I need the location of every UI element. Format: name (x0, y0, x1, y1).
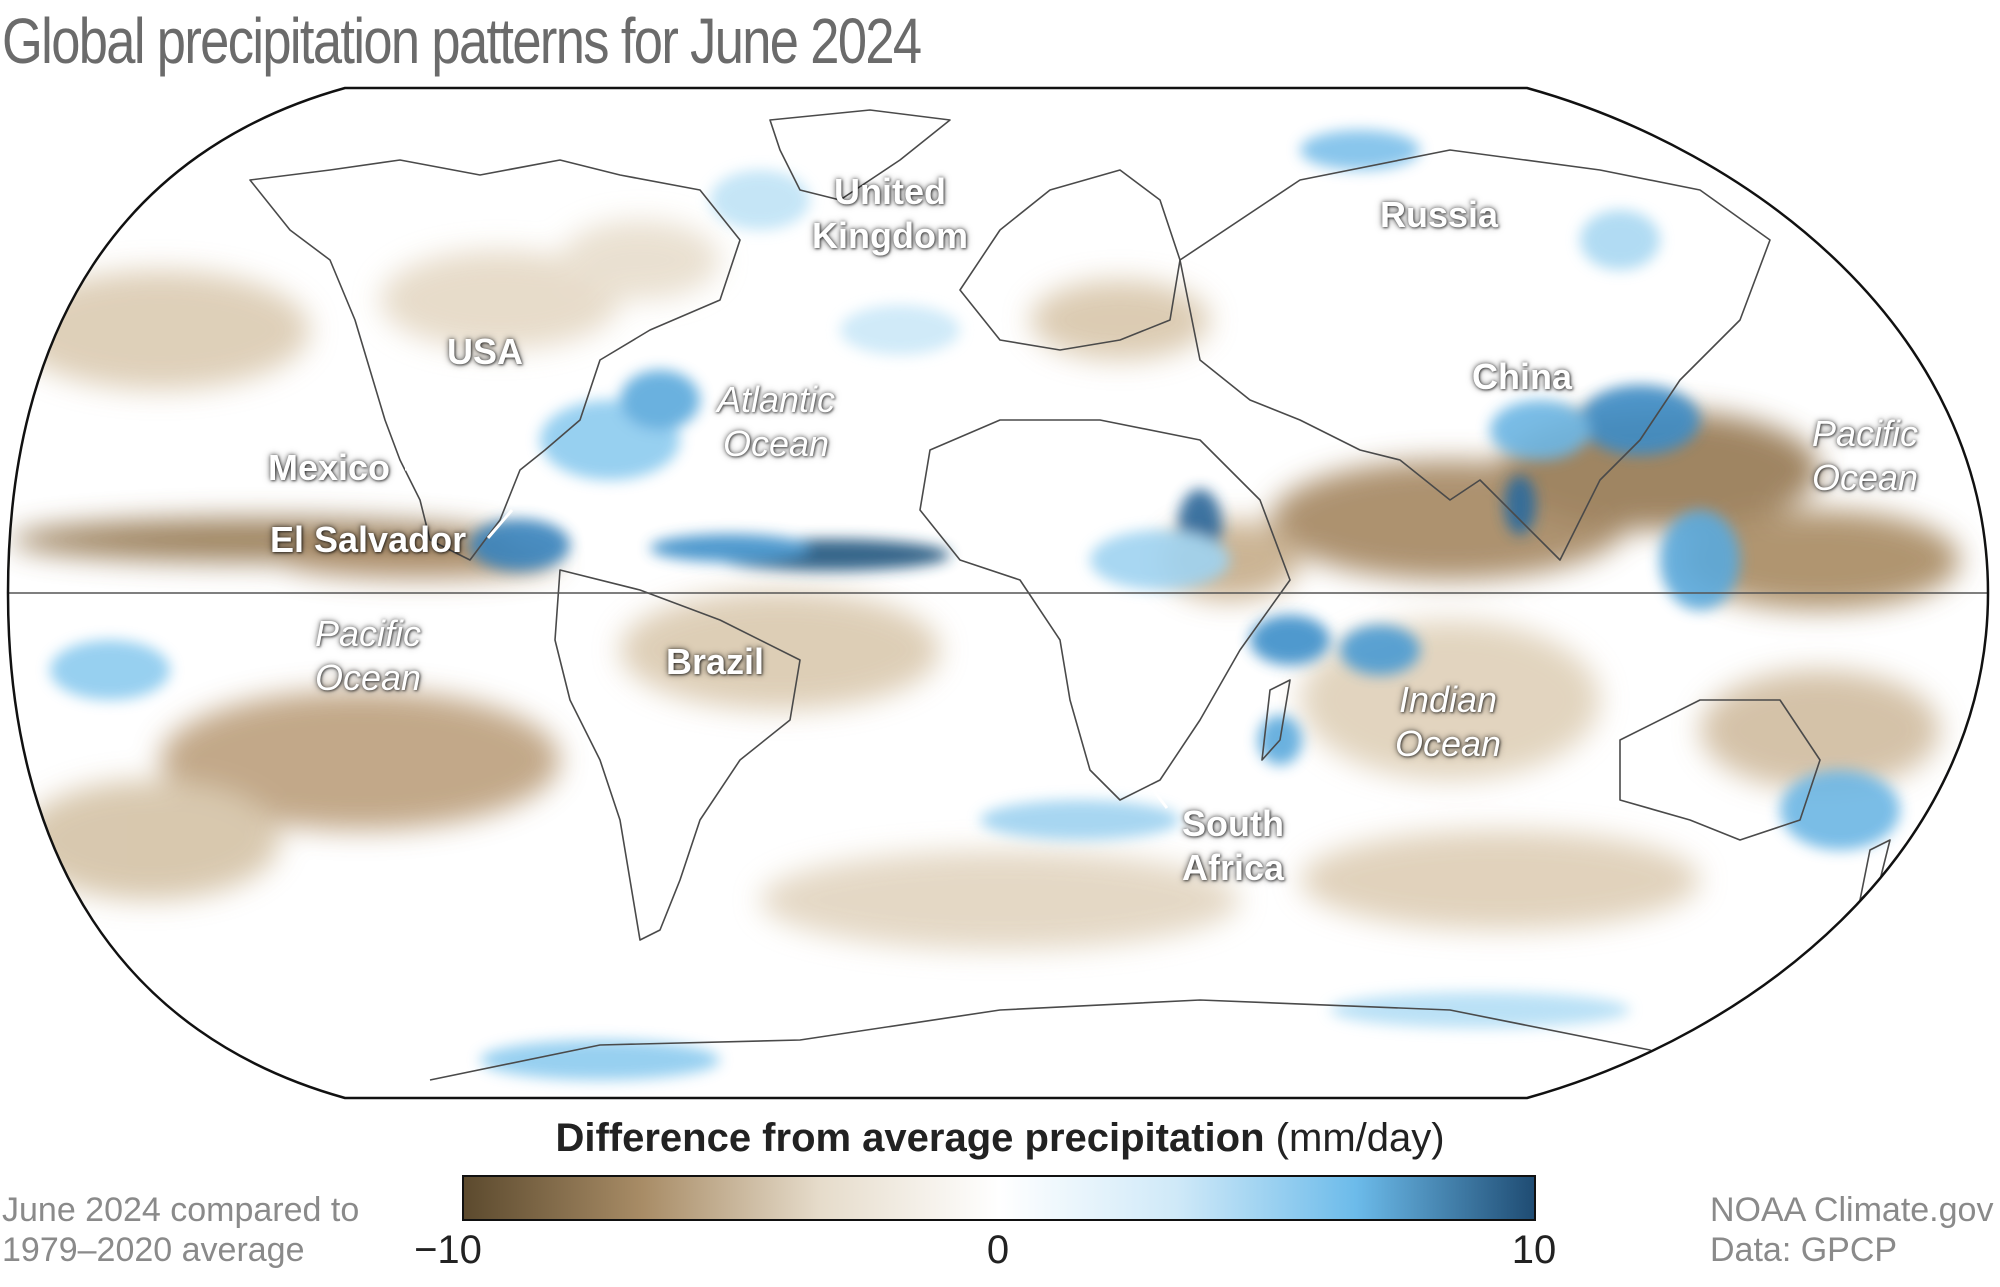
label-south-africa: South Africa (1181, 803, 1285, 888)
label-pacific-ocean-south: Pacific Ocean (314, 613, 422, 698)
el-salvador-leader-line (486, 509, 514, 539)
legend-tick-min: −10 (414, 1228, 482, 1272)
label-atlantic-ocean: Atlantic Ocean (716, 379, 836, 464)
legend-title-unit: (mm/day) (1275, 1116, 1445, 1160)
source-note: NOAA Climate.gov Data: GPCP (1710, 1191, 1994, 1269)
label-usa: USA (447, 331, 524, 372)
label-indian-ocean: Indian Ocean (1394, 679, 1502, 764)
south-africa-leader-line (1148, 785, 1169, 809)
comparison-note: June 2024 compared to 1979–2020 average (2, 1191, 360, 1269)
label-mexico: Mexico (268, 447, 391, 488)
label-china: China (1472, 356, 1573, 397)
map-frame (6, 86, 1990, 1100)
legend-tick-zero: 0 (986, 1228, 1010, 1272)
legend-tick-max: 10 (1511, 1228, 1557, 1272)
label-united-kingdom: United Kingdom (812, 171, 968, 256)
coastlines (249, 109, 1891, 1081)
label-pacific-ocean-north: Pacific Ocean (1811, 413, 1919, 498)
legend-colorbar (462, 1175, 1536, 1221)
legend-title-main: Difference from average precipitation (555, 1116, 1265, 1160)
label-russia: Russia (1380, 194, 1499, 235)
page-title: Global precipitation patterns for June 2… (2, 5, 922, 77)
anomaly-field (8, 88, 1988, 1098)
legend-title: Difference from average precipitation (m… (0, 1116, 2000, 1161)
label-el-salvador: El Salvador (270, 519, 467, 560)
label-brazil: Brazil (666, 641, 765, 682)
